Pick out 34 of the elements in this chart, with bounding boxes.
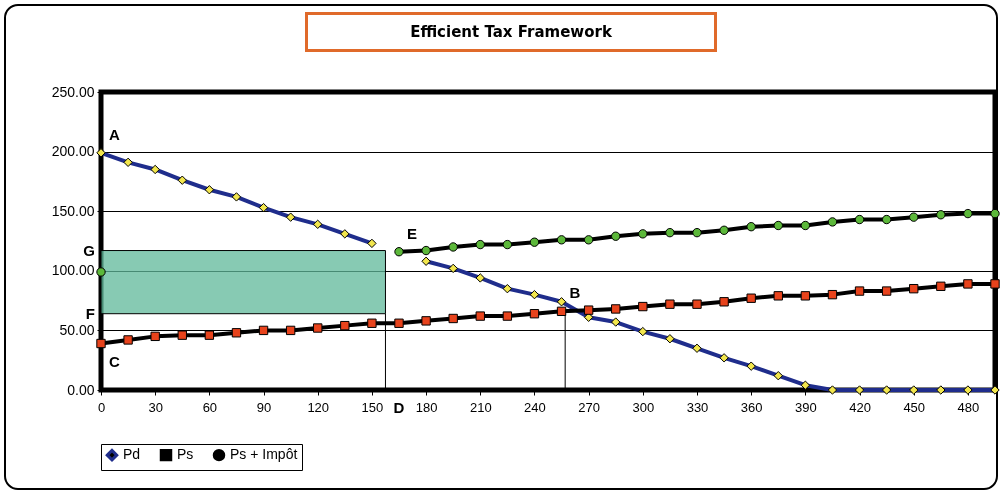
x-tick-label: 240: [524, 399, 546, 415]
annotation: E: [407, 224, 418, 242]
legend-label: Ps + Impôt: [230, 446, 298, 463]
x-tick-label: 150: [361, 399, 384, 415]
x-tick-label: 90: [256, 399, 272, 415]
x-tick-label: 210: [469, 399, 492, 415]
x-tick-label: 360: [740, 399, 763, 415]
y-tick-label: 250.00: [51, 83, 95, 100]
x-tick-label: 480: [957, 399, 980, 415]
x-tick-label: 450: [903, 399, 926, 415]
y-tick-label: 50.00: [59, 321, 95, 338]
annotation: B: [569, 284, 581, 302]
y-tick-label: 150.00: [51, 202, 95, 219]
x-tick-label: 180: [415, 399, 438, 415]
y-tick-label: 0.00: [67, 381, 95, 398]
legend-label: Ps: [177, 446, 194, 463]
x-tick-label: 60: [202, 399, 218, 415]
x-tick-label: 300: [632, 399, 655, 415]
chart-title: Efficient Tax Framework: [305, 12, 717, 52]
annotation: A: [109, 125, 120, 143]
x-tick-label: 30: [148, 399, 163, 415]
legend-label: Pd: [123, 446, 141, 463]
x-tick-label: 270: [578, 399, 600, 415]
annotation: G: [83, 241, 95, 259]
x-tick-label: 330: [686, 399, 709, 415]
x-tick-label: 420: [849, 399, 871, 415]
annotation: D: [393, 399, 405, 416]
y-tick-label: 100.00: [51, 262, 95, 279]
x-tick-label: 0: [97, 399, 106, 415]
x-tick-label: 390: [795, 399, 817, 415]
annotation: F: [85, 304, 95, 322]
y-tick-label: 200.00: [51, 143, 95, 160]
annotation: C: [109, 352, 120, 370]
x-tick-label: 120: [307, 399, 330, 415]
